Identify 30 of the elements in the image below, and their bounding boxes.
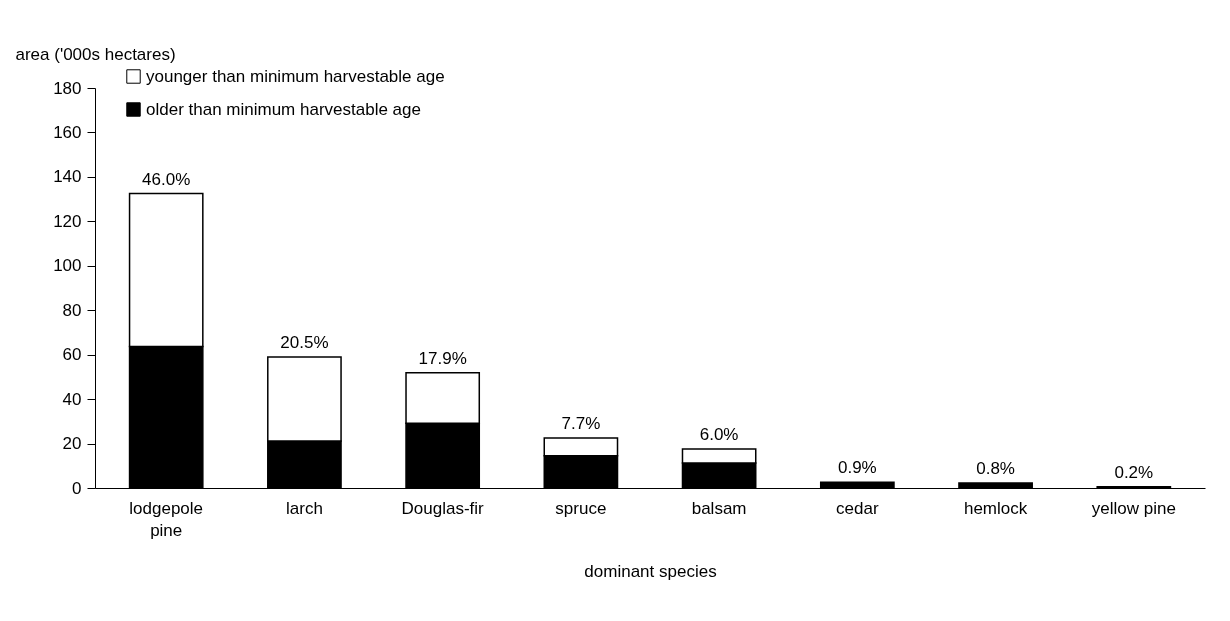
x-tick-label: cedar bbox=[836, 498, 879, 518]
y-tick-label: 20 bbox=[62, 434, 82, 454]
x-tick-label: yellow pine bbox=[1091, 498, 1176, 518]
y-tick-label: 120 bbox=[53, 211, 82, 231]
annotation: 46.0% bbox=[142, 169, 191, 189]
annotation: 0.9% bbox=[837, 458, 877, 478]
annotation: 7.7% bbox=[561, 414, 601, 433]
annotation: 0.8% bbox=[976, 458, 1015, 478]
y-tick-label: 40 bbox=[62, 389, 82, 409]
y-axis-title: area ('000s hectares) bbox=[15, 44, 176, 64]
x-tick-label: larch bbox=[285, 498, 323, 518]
x-axis-title: dominant species bbox=[584, 561, 717, 581]
x-tick-label: balsam bbox=[691, 498, 747, 518]
y-tick-label: 140 bbox=[53, 167, 82, 187]
y-tick-label: 0 bbox=[72, 478, 82, 498]
x-tick-label: lodgepole pine bbox=[129, 498, 204, 540]
annotation: 6.0% bbox=[699, 424, 739, 444]
y-tick-label: 180 bbox=[53, 78, 82, 98]
legend-label: younger than minimum harvestable age bbox=[146, 66, 445, 86]
y-tick-label: 80 bbox=[62, 300, 82, 320]
y-tick-label: 160 bbox=[53, 122, 82, 142]
x-tick-label: Douglas-fir bbox=[401, 498, 485, 518]
x-tick-label: hemlock bbox=[963, 498, 1028, 518]
annotation: 17.9% bbox=[418, 348, 467, 368]
x-tick-label: spruce bbox=[555, 498, 607, 518]
legend-label: older than minimum harvestable age bbox=[146, 99, 421, 119]
annotation: 20.5% bbox=[280, 332, 329, 352]
annotation: 0.2% bbox=[1114, 462, 1154, 482]
y-tick-label: 100 bbox=[53, 256, 82, 276]
y-tick-label: 60 bbox=[62, 345, 82, 365]
